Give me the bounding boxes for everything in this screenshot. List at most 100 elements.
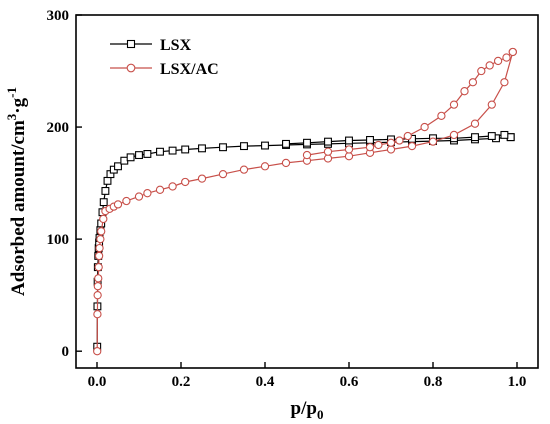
data-point [94, 262, 103, 272]
data-point [219, 143, 227, 152]
y-axis-title-sup2: -1 [4, 87, 19, 98]
data-point [122, 196, 131, 206]
legend-label: LSX [160, 37, 192, 54]
data-point [198, 144, 206, 153]
y-axis-title-mid: ·g [8, 97, 29, 113]
data-point [113, 200, 123, 209]
data-point [428, 137, 438, 146]
data-point [135, 151, 143, 160]
data-point [366, 136, 374, 144]
x-tick-label: 0.0 [88, 374, 107, 390]
x-tick-label: 0.6 [340, 374, 359, 390]
data-point [324, 137, 332, 146]
data-point [470, 119, 480, 128]
data-point [99, 198, 108, 207]
data-point [282, 139, 290, 148]
data-point [93, 310, 102, 319]
data-point [93, 291, 102, 300]
series-line [96, 136, 511, 347]
data-point [323, 147, 333, 156]
legend-item: LSX [110, 37, 192, 54]
data-point [374, 140, 383, 150]
data-point [240, 142, 248, 151]
data-point [485, 61, 494, 70]
x-axis-title: p/p0 [291, 398, 324, 422]
y-tick-label: 100 [47, 232, 70, 248]
data-point [94, 251, 104, 261]
series-line [96, 51, 514, 352]
y-axis-title-main: Adsorbed amount/cm [8, 120, 29, 296]
data-point [114, 162, 122, 171]
data-point [168, 146, 177, 155]
data-point [103, 176, 112, 185]
legend-item: LSX/AC [110, 61, 219, 78]
data-point [471, 133, 479, 142]
data-point [93, 282, 102, 291]
data-point [93, 347, 102, 356]
y-axis-title-sup: 3 [4, 113, 19, 120]
data-point [156, 147, 164, 156]
series-lsx-ac [93, 47, 517, 356]
data-point [239, 165, 249, 174]
y-tick-label: 0 [62, 344, 70, 360]
data-point [181, 177, 190, 187]
x-axis-title-subscript: 0 [317, 407, 324, 422]
data-point [261, 141, 269, 150]
data-point [281, 158, 291, 168]
data-point [218, 169, 228, 179]
data-point [99, 214, 108, 224]
x-axis-title-main: p/p [291, 398, 317, 419]
data-point [477, 66, 486, 76]
data-point [134, 192, 144, 201]
data-point [365, 143, 375, 152]
data-point [96, 234, 105, 244]
data-point [386, 145, 396, 154]
axes: 0.0 0.2 0.4 0.6 0.8 1.0 0 100 200 300 [47, 8, 527, 390]
legend-label: LSX/AC [160, 61, 219, 78]
data-point [502, 53, 511, 62]
data-point [403, 131, 412, 141]
data-point [487, 100, 496, 109]
data-point [197, 174, 207, 183]
legend-marker [126, 63, 136, 73]
data-point [407, 141, 417, 151]
data-point [260, 162, 270, 171]
data-point [303, 138, 311, 147]
data-point [95, 243, 104, 253]
data-point [500, 78, 509, 87]
data-point [302, 150, 312, 160]
data-point [323, 154, 333, 163]
data-point [168, 182, 177, 191]
data-point [143, 150, 152, 158]
data-point [449, 100, 459, 109]
data-point [101, 186, 110, 195]
data-point [500, 130, 509, 139]
y-tick-label: 300 [47, 8, 70, 24]
series-layer [93, 47, 517, 356]
data-point [395, 136, 404, 145]
data-point [487, 132, 496, 140]
data-point [126, 153, 135, 162]
x-tick-label: 0.8 [424, 374, 443, 390]
series-lsx [93, 130, 515, 351]
data-point [508, 47, 517, 57]
data-point [449, 130, 459, 140]
data-point [97, 227, 106, 236]
data-point [386, 138, 396, 147]
data-point [345, 136, 353, 145]
data-point [143, 189, 152, 198]
y-axis-title: Adsorbed amount/cm3·g-1 [4, 87, 29, 296]
data-point [493, 56, 503, 66]
data-point [344, 145, 354, 154]
x-tick-label: 1.0 [508, 374, 527, 390]
data-point [155, 185, 165, 194]
data-point [181, 145, 190, 154]
y-tick-label: 200 [47, 120, 70, 136]
data-point [94, 274, 103, 283]
data-point [437, 111, 446, 121]
x-tick-label: 0.2 [172, 374, 191, 390]
x-tick-label: 0.4 [256, 374, 275, 390]
data-point [468, 78, 478, 87]
data-point [420, 122, 429, 132]
